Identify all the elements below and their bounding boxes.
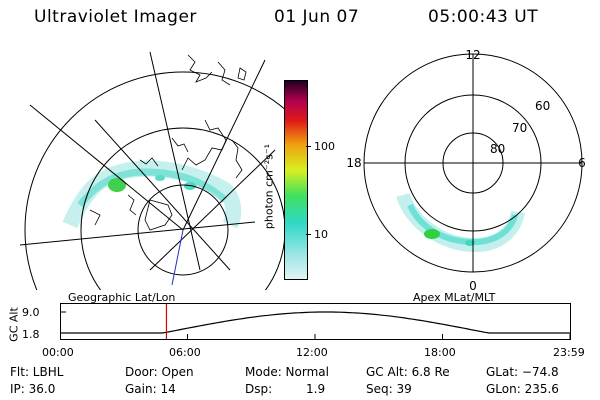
- info-dsp-value: 1.9: [306, 382, 326, 396]
- info-ip: IP: 36.0: [10, 382, 56, 396]
- xtick-2359: 23:59: [553, 346, 585, 359]
- info-gc-alt: GC Alt: 6.8 Re: [366, 365, 450, 379]
- geographic-map: [19, 51, 290, 290]
- auroral-oval-geo: [62, 160, 242, 229]
- info-glon: GLon: 235.6: [486, 382, 559, 396]
- apex-map-label: Apex MLat/MLT: [413, 291, 496, 304]
- lat-label-60: 60: [535, 99, 550, 113]
- time-label: 05:00:43 UT: [428, 7, 539, 27]
- mlt-label-12: 12: [465, 48, 480, 62]
- xtick-1800: 18:00: [424, 346, 456, 359]
- info-door: Door: Open: [125, 365, 194, 379]
- apex-grid: [363, 53, 583, 273]
- altitude-ytick-high: 9.0: [22, 306, 40, 319]
- geo-map-label: Geographic Lat/Lon: [68, 291, 176, 304]
- xtick-0600: 06:00: [169, 346, 201, 359]
- coastlines: [89, 54, 247, 231]
- colorbar-tick-10: [306, 234, 311, 235]
- mlt-label-6: 6: [578, 156, 586, 170]
- info-gain: Gain: 14: [125, 382, 176, 396]
- apex-polar-map: 12 18 6 0 60 70 80: [346, 48, 586, 293]
- altitude-curve: [60, 311, 570, 334]
- auroral-oval-apex: [396, 192, 525, 253]
- altitude-plot: [60, 303, 571, 340]
- info-dsp-label: Dsp:: [245, 382, 273, 396]
- satellite-track: [171, 229, 184, 286]
- instrument-title: Ultraviolet Imager: [34, 7, 197, 27]
- info-seq: Seq: 39: [366, 382, 412, 396]
- colorbar-unit-label: photon cm⁻²s⁻¹: [262, 143, 276, 230]
- info-glat: GLat: −74.8: [486, 365, 559, 379]
- mlt-label-0: 0: [469, 279, 477, 293]
- info-mode: Mode: Normal: [245, 365, 329, 379]
- colorbar-tick-100: [306, 146, 311, 147]
- date-label: 01 Jun 07: [274, 7, 360, 27]
- mlt-label-18: 18: [346, 156, 361, 170]
- info-flt: Flt: LBHL: [10, 365, 64, 379]
- xtick-1200: 12:00: [296, 346, 328, 359]
- lat-label-80: 80: [490, 142, 505, 156]
- colorbar-label-10: 10: [314, 228, 328, 241]
- colorbar-label-100: 100: [314, 140, 335, 153]
- xtick-0000: 00:00: [42, 346, 74, 359]
- altitude-ytick-low: 1.8: [22, 328, 40, 341]
- altitude-ylabel: GC Alt: [7, 307, 21, 342]
- colorbar: [284, 80, 308, 280]
- lat-label-70: 70: [512, 121, 527, 135]
